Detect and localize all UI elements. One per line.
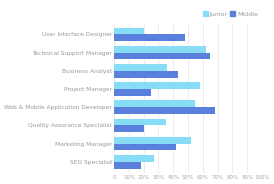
Bar [114,28,144,34]
Bar [114,162,141,169]
Bar [114,53,210,59]
Bar [114,64,167,71]
Bar [114,71,178,78]
Legend: Junior, Middle: Junior, Middle [200,9,260,19]
Bar [114,107,215,114]
Bar [114,89,151,96]
Bar [114,125,144,132]
Bar [114,155,154,162]
Bar [114,119,166,125]
Bar [114,137,191,144]
Bar [114,34,185,41]
Bar [114,82,200,89]
Bar [114,46,206,53]
Bar [114,144,176,150]
Bar [114,100,195,107]
